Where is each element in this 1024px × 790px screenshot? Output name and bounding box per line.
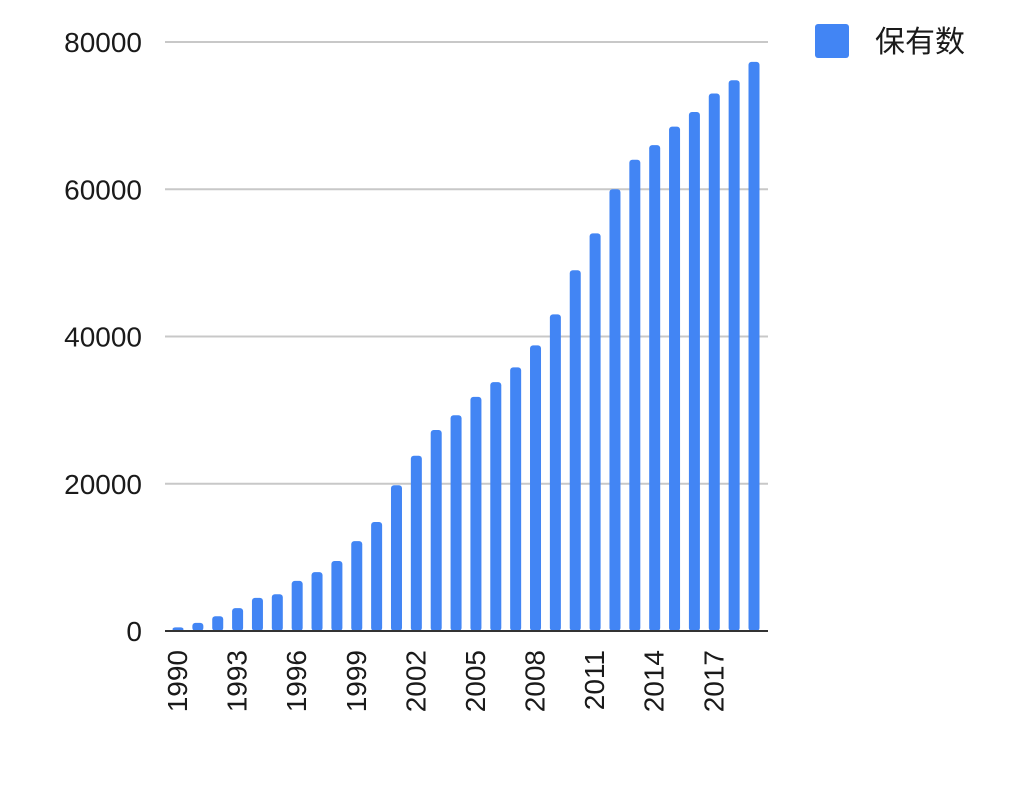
bar-2008 <box>530 345 542 631</box>
x-tick-label: 2008 <box>520 650 551 712</box>
bar-2012 <box>609 189 621 631</box>
bar-2009 <box>549 314 561 631</box>
legend: 保有数 <box>815 24 965 60</box>
bar-2003 <box>430 430 442 631</box>
bar-series <box>172 61 760 632</box>
x-tick-label: 2005 <box>460 650 491 712</box>
bar-2016 <box>688 111 700 632</box>
bar-2013 <box>629 159 641 632</box>
bar-2019 <box>748 61 760 632</box>
bar-1998 <box>331 561 343 631</box>
bar-2011 <box>589 233 601 632</box>
y-tick-label: 20000 <box>64 469 142 500</box>
y-tick-label: 0 <box>126 616 142 647</box>
bar-2007 <box>510 367 522 631</box>
bar-2001 <box>390 485 402 631</box>
bar-1994 <box>251 597 263 631</box>
legend-label: 保有数 <box>875 25 965 60</box>
bar-2005 <box>470 396 482 631</box>
x-tick-label: 2014 <box>639 650 670 712</box>
x-axis: 1990 1993 1996 1999 2002 2005 2008 2011 2014 2017 <box>162 650 729 712</box>
bar-2018 <box>728 80 740 631</box>
bar-2017 <box>708 93 720 632</box>
gridlines <box>165 41 768 485</box>
x-tick-label: 1996 <box>281 650 312 712</box>
bar-1995 <box>271 594 283 631</box>
bar-1996 <box>291 580 303 631</box>
y-tick-label: 80000 <box>64 27 142 58</box>
bar-2004 <box>450 415 462 631</box>
bar-1992 <box>212 616 224 631</box>
bar-2006 <box>490 382 502 631</box>
x-tick-label: 1990 <box>162 650 193 712</box>
x-tick-label: 1999 <box>341 650 372 712</box>
y-tick-label: 40000 <box>64 322 142 353</box>
x-tick-label: 1993 <box>222 650 253 712</box>
bar-2010 <box>569 270 581 631</box>
x-tick-label: 2017 <box>698 650 729 712</box>
legend-swatch <box>815 24 849 58</box>
y-axis: 0 20000 40000 60000 80000 <box>64 27 142 647</box>
bar-1997 <box>311 572 323 631</box>
bar-2015 <box>669 126 681 631</box>
bar-1991 <box>192 622 204 631</box>
x-tick-label: 2011 <box>579 650 610 710</box>
x-tick-label: 2002 <box>400 650 431 712</box>
y-tick-label: 60000 <box>64 174 142 205</box>
bar-2014 <box>649 145 661 631</box>
bar-1993 <box>232 608 244 631</box>
bar-2002 <box>410 455 422 631</box>
bar-1999 <box>351 541 363 631</box>
bar-2000 <box>371 522 383 631</box>
